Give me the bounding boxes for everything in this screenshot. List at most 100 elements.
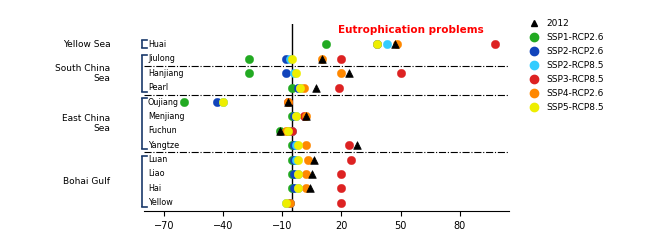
Point bbox=[336, 201, 347, 205]
Point bbox=[301, 143, 312, 147]
Point bbox=[301, 114, 312, 118]
Text: Hai: Hai bbox=[148, 184, 161, 193]
Point bbox=[283, 129, 293, 133]
Point bbox=[336, 186, 347, 190]
Point bbox=[304, 186, 315, 190]
Point bbox=[344, 143, 354, 147]
Point bbox=[346, 158, 356, 162]
Text: Hanjiang: Hanjiang bbox=[148, 69, 184, 78]
Point bbox=[301, 172, 312, 176]
Point bbox=[287, 172, 297, 176]
Point bbox=[287, 186, 297, 190]
Point bbox=[287, 114, 297, 118]
Point bbox=[306, 172, 317, 176]
Point bbox=[243, 57, 254, 61]
Text: Liao: Liao bbox=[148, 169, 165, 179]
Point bbox=[212, 100, 222, 104]
Point bbox=[293, 186, 304, 190]
Text: Oujiang: Oujiang bbox=[148, 97, 179, 106]
Point bbox=[372, 43, 383, 46]
Point bbox=[291, 71, 302, 75]
Point bbox=[381, 43, 392, 46]
Text: Yellow Sea: Yellow Sea bbox=[63, 40, 111, 49]
Point bbox=[281, 201, 291, 205]
Point bbox=[291, 114, 302, 118]
Point bbox=[344, 71, 354, 75]
Point bbox=[295, 86, 306, 90]
Point bbox=[391, 43, 402, 46]
Point bbox=[372, 43, 383, 46]
Point bbox=[310, 86, 321, 90]
Point bbox=[291, 114, 302, 118]
Point bbox=[281, 57, 291, 61]
Point bbox=[301, 186, 312, 190]
Point bbox=[243, 71, 254, 75]
Text: Eutrophication problems: Eutrophication problems bbox=[338, 25, 483, 35]
Point bbox=[289, 114, 299, 118]
Point bbox=[308, 158, 319, 162]
Text: Huai: Huai bbox=[148, 40, 166, 49]
Text: Menjiang: Menjiang bbox=[148, 112, 184, 121]
Point bbox=[283, 100, 293, 104]
Point bbox=[287, 158, 297, 162]
Point bbox=[281, 201, 291, 205]
Point bbox=[316, 57, 327, 61]
Point bbox=[289, 143, 299, 147]
Point bbox=[289, 186, 299, 190]
Point bbox=[490, 43, 500, 46]
Point bbox=[336, 57, 347, 61]
Point bbox=[293, 143, 304, 147]
Text: Bohai Gulf: Bohai Gulf bbox=[64, 177, 111, 186]
Point bbox=[303, 158, 314, 162]
Point bbox=[285, 57, 295, 61]
Point bbox=[289, 71, 299, 75]
Point bbox=[291, 158, 302, 162]
Point bbox=[301, 114, 312, 118]
Point bbox=[336, 71, 347, 75]
Point bbox=[281, 129, 291, 133]
Point bbox=[352, 143, 362, 147]
Point bbox=[285, 201, 295, 205]
Text: Luan: Luan bbox=[148, 155, 168, 164]
Point bbox=[293, 172, 304, 176]
Point bbox=[283, 100, 293, 104]
Point bbox=[178, 100, 189, 104]
Text: South China
Sea: South China Sea bbox=[56, 63, 111, 83]
Point bbox=[293, 172, 304, 176]
Point bbox=[316, 57, 327, 61]
Text: Yellow: Yellow bbox=[148, 198, 173, 207]
Point bbox=[295, 86, 306, 90]
Point bbox=[289, 158, 299, 162]
Point bbox=[287, 57, 297, 61]
Point bbox=[287, 129, 297, 133]
Point bbox=[283, 129, 293, 133]
Point bbox=[218, 100, 228, 104]
Text: Yangtze: Yangtze bbox=[148, 141, 179, 150]
Point bbox=[293, 158, 304, 162]
Point bbox=[287, 129, 297, 133]
Point bbox=[275, 129, 285, 133]
Point bbox=[281, 71, 291, 75]
Point bbox=[291, 143, 302, 147]
Point bbox=[320, 43, 331, 46]
Point bbox=[275, 129, 285, 133]
Point bbox=[299, 86, 310, 90]
Legend: 2012, SSP1-RCP2.6, SSP2-RCP2.6, SSP2-RCP8.5, SSP3-RCP8.5, SSP4-RCP2.6, SSP5-RCP8: 2012, SSP1-RCP2.6, SSP2-RCP2.6, SSP2-RCP… bbox=[525, 19, 604, 112]
Point bbox=[283, 100, 293, 104]
Point bbox=[218, 100, 228, 104]
Point bbox=[289, 172, 299, 176]
Point bbox=[293, 186, 304, 190]
Point bbox=[389, 43, 400, 46]
Point bbox=[287, 86, 297, 90]
Point bbox=[293, 86, 304, 90]
Point bbox=[299, 114, 310, 118]
Text: Fuchun: Fuchun bbox=[148, 126, 177, 135]
Point bbox=[334, 86, 345, 90]
Text: Jiulong: Jiulong bbox=[148, 54, 175, 63]
Point bbox=[395, 71, 406, 75]
Point bbox=[336, 172, 347, 176]
Text: Pearl: Pearl bbox=[148, 83, 168, 92]
Point bbox=[287, 143, 297, 147]
Text: East China
Sea: East China Sea bbox=[62, 114, 111, 133]
Point bbox=[285, 201, 295, 205]
